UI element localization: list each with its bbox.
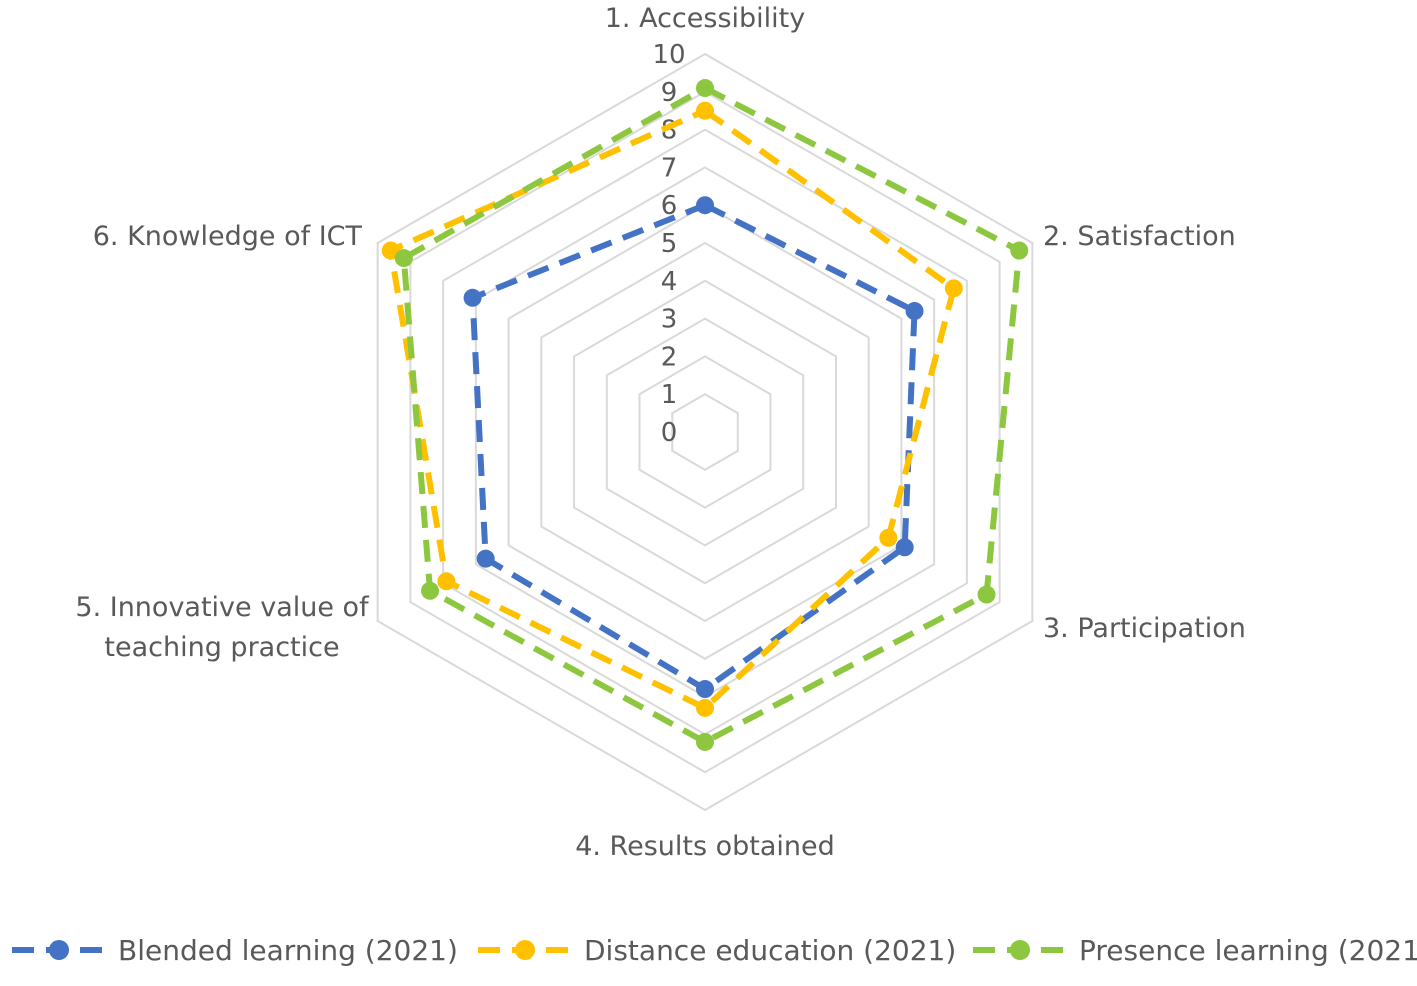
axis-label: 1. Accessibility	[605, 3, 806, 34]
axis-label: 2. Satisfaction	[1043, 221, 1236, 252]
legend-swatch-marker	[1010, 940, 1030, 960]
grid-ring-1	[671, 393, 739, 471]
tick-label: 6	[661, 191, 678, 221]
legend-label: Blended learning (2021)	[118, 934, 458, 967]
legend-swatch-marker	[515, 940, 535, 960]
legend-label: Presence learning (2021)	[1079, 934, 1417, 967]
grid-ring-2	[638, 355, 772, 509]
tick-label: 1	[661, 380, 678, 410]
data-point	[381, 241, 400, 260]
data-point	[696, 196, 714, 215]
tick-label: 7	[661, 153, 678, 183]
data-point	[944, 279, 963, 298]
tick-label: 3	[661, 305, 678, 335]
data-point	[696, 698, 714, 717]
axis-label: 3. Participation	[1043, 613, 1246, 644]
tick-label: 5	[661, 229, 678, 259]
legend-item: Blended learning (2021)	[12, 934, 458, 967]
tick-label: 10	[652, 40, 685, 70]
grid-ring-7	[474, 166, 936, 698]
data-point	[977, 585, 996, 604]
tick-label: 4	[661, 267, 678, 297]
data-point	[463, 288, 482, 307]
tick-label: 9	[661, 78, 678, 108]
data-point	[437, 572, 456, 591]
grid-ring-3	[605, 317, 805, 547]
series-1	[381, 101, 963, 717]
grid-ring-10	[376, 52, 1034, 812]
data-point	[905, 302, 924, 321]
legend-item: Distance education (2021)	[478, 934, 956, 967]
tick-label: 2	[661, 342, 678, 372]
data-point	[421, 581, 440, 600]
series-2	[394, 79, 1029, 751]
grid-ring-5	[540, 241, 870, 623]
series-0	[463, 196, 924, 699]
tick-label: 0	[661, 418, 678, 448]
axis-labels: 1. Accessibility 2. Satisfaction 3. Partic…	[75, 3, 1246, 862]
data-point	[394, 249, 413, 268]
grid-ring-4	[573, 279, 837, 585]
data-point	[476, 549, 495, 568]
legend-label: Distance education (2021)	[584, 934, 956, 967]
data-point	[696, 101, 714, 120]
grid-ring-6	[507, 204, 903, 660]
data-point	[1010, 241, 1029, 260]
axis-label: 5. Innovative value of	[75, 592, 370, 623]
axis-label: teaching practice	[104, 632, 339, 663]
legend-item: Presence learning (2021)	[973, 934, 1417, 967]
data-point	[696, 732, 714, 751]
legend-swatch-marker	[49, 940, 69, 960]
data-point	[696, 79, 714, 98]
axis-label: 6. Knowledge of ICT	[93, 221, 363, 252]
legend: Blended learning (2021) Distance educatio…	[12, 934, 1417, 967]
data-point	[895, 538, 914, 557]
axis-label: 4. Results obtained	[575, 831, 835, 862]
series	[381, 79, 1029, 751]
data-point	[696, 680, 714, 699]
series-line	[469, 202, 918, 693]
data-point	[879, 528, 898, 547]
